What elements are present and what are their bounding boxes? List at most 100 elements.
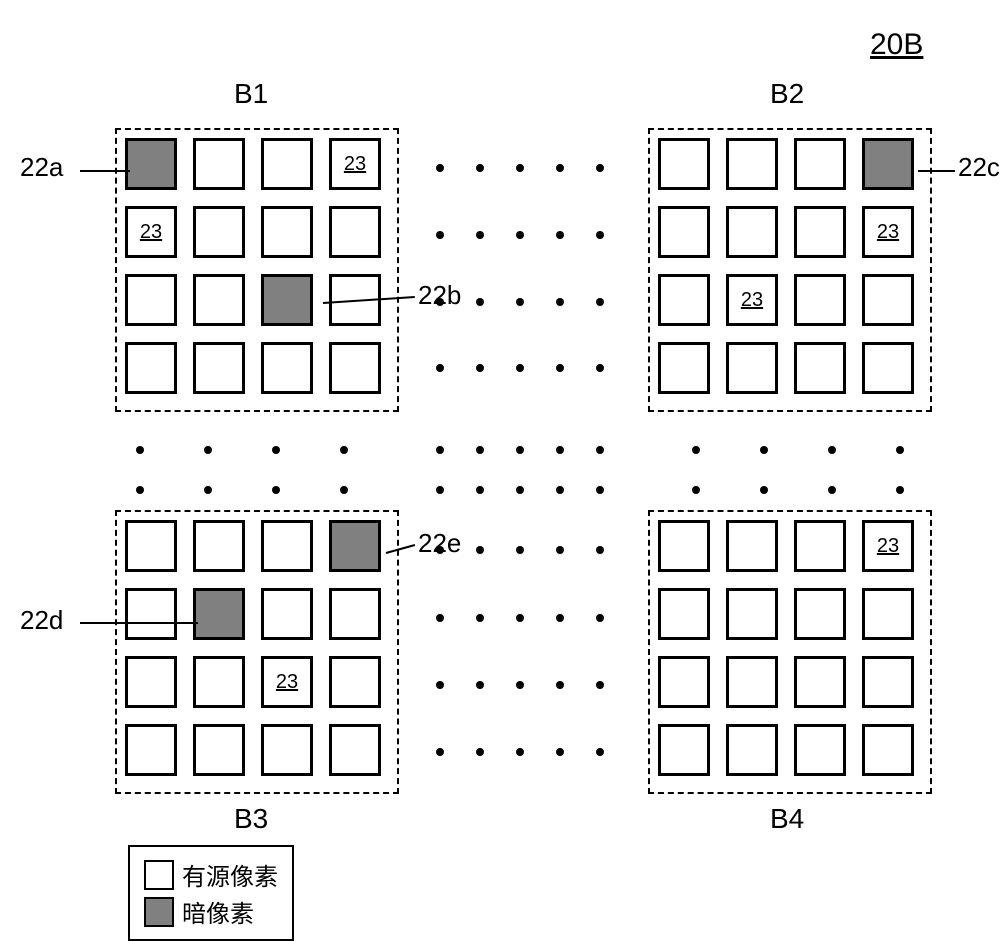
pixel-cell: 23: [862, 520, 914, 572]
continuation-dot: [596, 364, 604, 372]
continuation-dot: [516, 231, 524, 239]
pixel-cell: [193, 138, 245, 190]
continuation-dot: [692, 486, 700, 494]
continuation-dot: [596, 486, 604, 494]
continuation-dot: [516, 446, 524, 454]
pixel-cell: [261, 342, 313, 394]
legend-text-dark: 暗像素: [182, 894, 254, 929]
pixel-cell: [862, 656, 914, 708]
continuation-dot: [692, 446, 700, 454]
pixel-cell: [261, 206, 313, 258]
callout-22c: 22c: [958, 152, 1000, 183]
continuation-dot: [516, 681, 524, 689]
cell-text: 23: [140, 221, 162, 244]
continuation-dot: [760, 446, 768, 454]
continuation-dot: [476, 164, 484, 172]
continuation-dot: [436, 298, 444, 306]
legend: 有源像素 暗像素: [128, 845, 294, 941]
legend-text-active: 有源像素: [182, 857, 278, 892]
callout-22a: 22a: [20, 152, 63, 183]
continuation-dot: [596, 748, 604, 756]
continuation-dot: [556, 546, 564, 554]
cell-text: 23: [344, 153, 366, 176]
continuation-dot: [896, 446, 904, 454]
continuation-dot: [556, 681, 564, 689]
pixel-cell: [193, 206, 245, 258]
lead-line: [80, 622, 198, 624]
pixel-cell: [193, 656, 245, 708]
pixel-cell: [794, 342, 846, 394]
continuation-dot: [556, 446, 564, 454]
continuation-dot: [516, 486, 524, 494]
pixel-cell: [862, 588, 914, 640]
continuation-dot: [340, 446, 348, 454]
pixel-cell: [125, 342, 177, 394]
continuation-dot: [516, 546, 524, 554]
continuation-dot: [596, 231, 604, 239]
continuation-dot: [204, 486, 212, 494]
pixel-cell: [726, 724, 778, 776]
continuation-dot: [556, 164, 564, 172]
pixel-cell: [193, 588, 245, 640]
continuation-dot: [760, 486, 768, 494]
callout-22b: 22b: [418, 280, 461, 311]
pixel-cell: [329, 656, 381, 708]
continuation-dot: [476, 298, 484, 306]
continuation-dot: [436, 164, 444, 172]
continuation-dot: [136, 446, 144, 454]
continuation-dot: [476, 681, 484, 689]
pixel-cell: [726, 520, 778, 572]
callout-22e: 22e: [418, 528, 461, 559]
continuation-dot: [340, 486, 348, 494]
lead-line: [80, 170, 130, 172]
continuation-dot: [476, 364, 484, 372]
cell-text: 23: [741, 289, 763, 312]
pixel-cell: [794, 588, 846, 640]
continuation-dot: [436, 486, 444, 494]
pixel-cell: [862, 274, 914, 326]
continuation-dot: [516, 748, 524, 756]
continuation-dot: [476, 614, 484, 622]
pixel-cell: 23: [726, 274, 778, 326]
pixel-cell: [794, 520, 846, 572]
pixel-cell: [726, 138, 778, 190]
legend-swatch-active: [144, 860, 174, 890]
pixel-cell: 23: [862, 206, 914, 258]
continuation-dot: [436, 364, 444, 372]
legend-row-active: 有源像素: [144, 857, 278, 892]
continuation-dot: [436, 546, 444, 554]
pixel-cell: [193, 724, 245, 776]
continuation-dot: [436, 446, 444, 454]
pixel-cell: [125, 588, 177, 640]
pixel-cell: [193, 274, 245, 326]
pixel-cell: [726, 588, 778, 640]
continuation-dot: [828, 446, 836, 454]
continuation-dot: [596, 298, 604, 306]
continuation-dot: [516, 298, 524, 306]
callout-22d: 22d: [20, 605, 63, 636]
pixel-cell: 23: [261, 656, 313, 708]
block-label-B1: B1: [234, 78, 268, 110]
continuation-dot: [556, 364, 564, 372]
block-label-B2: B2: [770, 78, 804, 110]
pixel-cell: [125, 274, 177, 326]
continuation-dot: [476, 446, 484, 454]
cell-text: 23: [877, 535, 899, 558]
continuation-dot: [828, 486, 836, 494]
continuation-dot: [436, 231, 444, 239]
pixel-cell: 23: [329, 138, 381, 190]
pixel-cell: [658, 588, 710, 640]
cell-text: 23: [276, 671, 298, 694]
continuation-dot: [516, 614, 524, 622]
pixel-cell: [261, 588, 313, 640]
pixel-cell: [794, 656, 846, 708]
continuation-dot: [272, 446, 280, 454]
continuation-dot: [476, 231, 484, 239]
continuation-dot: [136, 486, 144, 494]
figure-title: 20B: [870, 28, 923, 62]
diagram-canvas: 20B 有源像素 暗像素 B12323B22323B323B42322a22b2…: [0, 0, 1000, 933]
pixel-cell: [261, 724, 313, 776]
continuation-dot: [596, 546, 604, 554]
pixel-cell: [261, 274, 313, 326]
pixel-cell: [658, 520, 710, 572]
